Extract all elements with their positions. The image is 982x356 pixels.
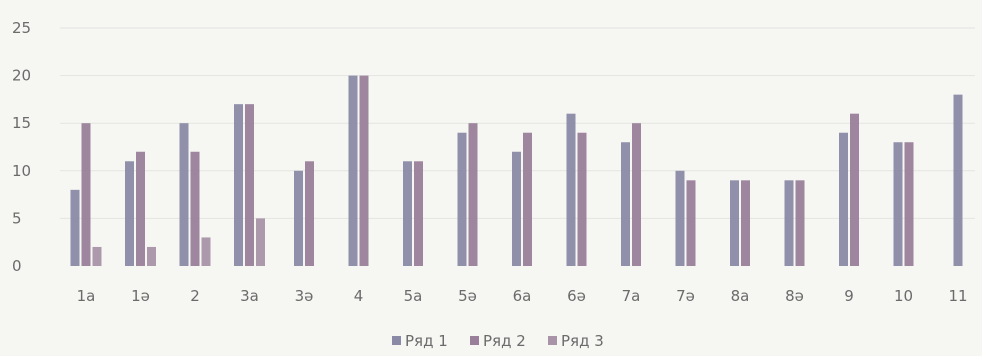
x-tick-label: 9 [844,287,854,305]
bar-1ə-series-3 [147,246,156,266]
bar-3a-series-3 [256,218,265,266]
legend: Ряд 1 Ряд 2 Ряд 3 [392,332,604,350]
legend-swatch-3 [548,336,557,345]
bar-3a-series-2 [245,104,254,266]
x-tick-label: 5a [404,287,423,305]
bar-3a-series-1 [234,104,243,266]
bar-5a-series-2 [414,161,423,266]
bar-2-series-2 [190,151,200,266]
x-tick-label: 7ə [676,287,695,305]
bar-4-series-2 [359,75,369,266]
bar-1ə-series-1 [125,161,134,266]
y-tick-label: 20 [12,67,31,85]
bar-5a-series-1 [403,161,412,266]
legend-swatch-2 [470,336,479,345]
bar-1a-series-3 [92,246,102,266]
bar-8ə-series-1 [784,180,794,266]
bar-6a-series-1 [512,151,521,266]
bar-8a-series-2 [741,180,750,266]
bar-7a-series-1 [621,142,630,266]
x-tick-label: 8a [731,287,750,305]
x-tick-label: 3ə [295,287,314,305]
x-tick-label: 3a [240,287,259,305]
legend-label-2: Ряд 2 [483,332,526,350]
bar-1a-series-2 [81,123,91,266]
bar-2-series-1 [179,123,189,266]
bar-10-series-2 [904,142,914,266]
bar-2-series-3 [201,237,211,266]
legend-label-3: Ряд 3 [561,332,604,350]
x-tick-label: 2 [190,287,200,305]
bar-4-series-1 [348,75,358,266]
y-tick-label: 15 [12,114,31,132]
bar-8ə-series-2 [795,180,805,266]
x-tick-label: 4 [354,287,364,305]
legend-label-1: Ряд 1 [405,332,448,350]
bar-5ə-series-1 [457,132,467,266]
bar-9-series-1 [839,132,848,266]
y-tick-label: 0 [12,257,22,275]
x-tick-label: 6a [513,287,532,305]
gridlines [60,27,975,219]
bar-1a-series-1 [70,189,80,266]
x-tick-label: 10 [894,287,913,305]
bar-3ə-series-1 [294,170,303,266]
bar-5ə-series-2 [468,123,478,266]
bar-9-series-2 [850,113,859,267]
legend-swatch-1 [392,336,401,345]
bar-7a-series-2 [632,123,641,266]
y-axis: 0 5 10 15 20 25 [12,19,31,275]
bar-6ə-series-2 [577,132,587,266]
x-axis: 1a 1ə 2 3a 3ə 4 5a 5ə 6a 6ə 7a 7ə 8a 8ə 9 10 11 [77,287,968,305]
x-tick-label: 1ə [131,287,150,305]
x-tick-label: 6ə [567,287,586,305]
y-tick-label: 25 [12,19,31,37]
y-tick-label: 10 [12,162,31,180]
bar-6ə-series-1 [566,113,576,267]
bar-10-series-1 [893,142,903,266]
bar-8a-series-1 [730,180,739,266]
x-tick-label: 11 [948,287,967,305]
x-tick-label: 1a [77,287,96,305]
bars [70,75,963,267]
bar-1ə-series-2 [136,151,145,266]
bar-6a-series-2 [523,132,532,266]
bar-7ə-series-1 [675,170,685,266]
x-tick-label: 8ə [785,287,804,305]
x-tick-label: 7a [622,287,641,305]
y-tick-label: 5 [12,209,22,227]
bar-7ə-series-2 [686,180,696,266]
bar-11-series-1 [953,94,963,266]
bar-3ə-series-2 [305,161,314,266]
x-tick-label: 5ə [458,287,477,305]
